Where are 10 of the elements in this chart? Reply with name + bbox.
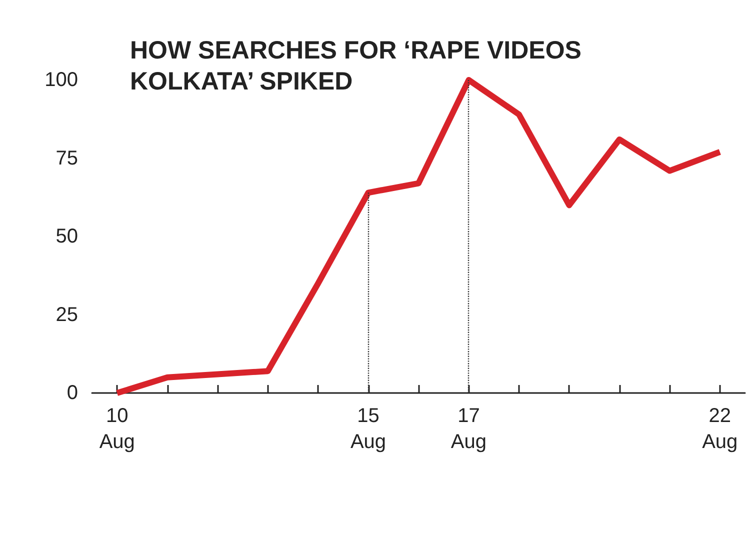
- y-tick-label: 50: [56, 226, 78, 248]
- x-tick-label: 15 Aug: [350, 405, 386, 453]
- y-tick-label: 75: [56, 147, 78, 170]
- x-tick-label: 22 Aug: [702, 405, 738, 453]
- y-tick-label: 0: [66, 382, 78, 404]
- y-tick-label: 100: [44, 69, 78, 91]
- x-tick-label: 10 Aug: [99, 405, 135, 453]
- chart-title: HOW SEARCHES FOR ‘RAPE VIDEOS KOLKATA’ SPIKED: [130, 36, 582, 96]
- y-tick-label: 25: [56, 304, 78, 326]
- x-tick-label: 17 Aug: [450, 405, 487, 453]
